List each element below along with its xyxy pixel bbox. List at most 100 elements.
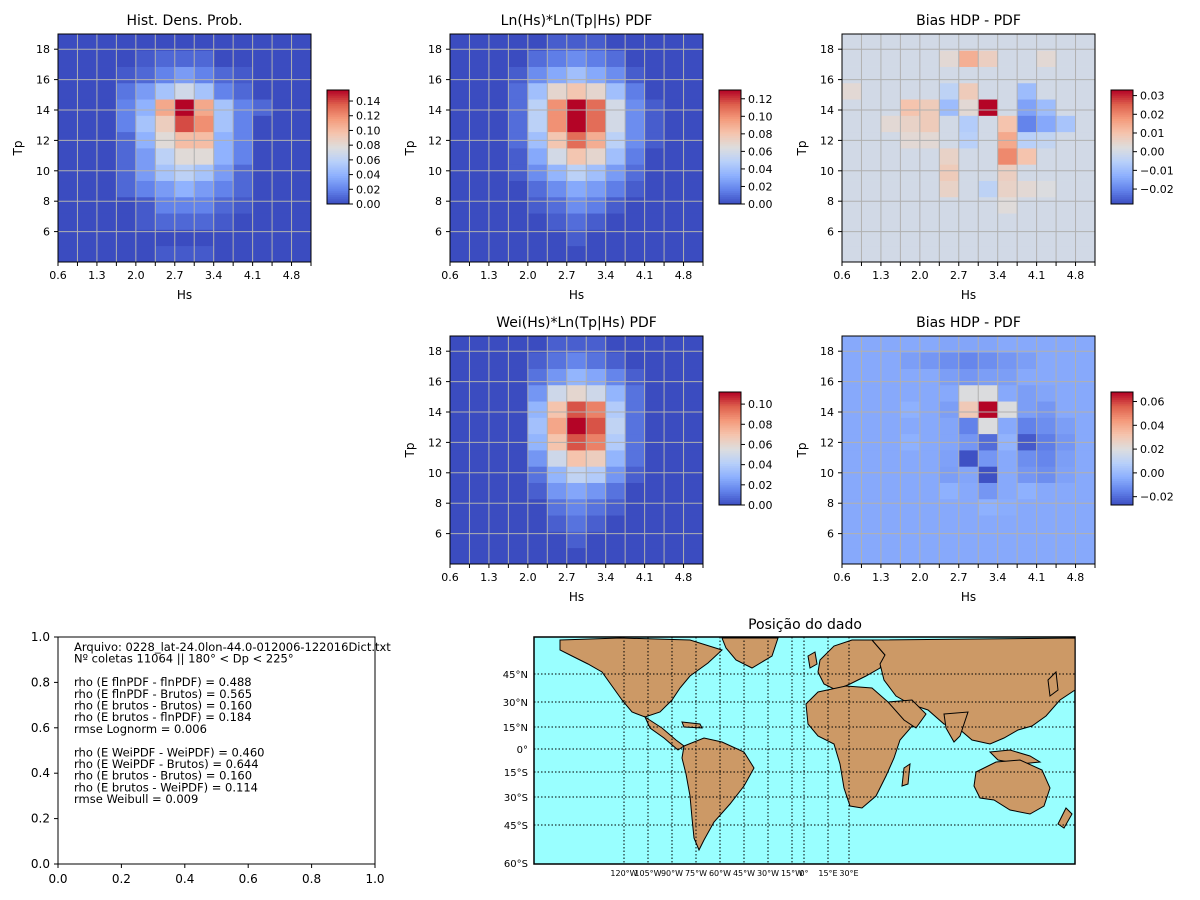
heatmap-cell — [450, 148, 470, 165]
heatmap-cell — [880, 245, 901, 263]
y-tick-label: 14 — [36, 104, 50, 117]
heatmap-cell — [939, 164, 960, 181]
heatmap-cell — [997, 466, 1018, 483]
heatmap-cell — [605, 196, 626, 214]
heatmap-cell — [958, 196, 979, 214]
stats-line: rho (E brutos - flnPDF) = 0.184 — [74, 710, 252, 724]
heatmap-cell — [900, 384, 921, 402]
heatmap-cell — [1075, 66, 1096, 84]
heatmap-cell — [958, 336, 979, 353]
colorbar-segment — [1111, 116, 1133, 119]
colorbar-segment — [719, 448, 741, 451]
heatmap-cell — [508, 384, 529, 402]
heatmap-cell — [683, 368, 704, 386]
colorbar-segment — [1111, 120, 1133, 123]
colorbar-segment — [1111, 126, 1133, 129]
heatmap-cell — [566, 180, 587, 198]
land-africa — [805, 685, 915, 809]
heatmap-cell — [958, 482, 979, 500]
colorbar-segment — [719, 160, 741, 163]
x-tick-label: 4.8 — [675, 571, 693, 584]
colorbar-segment — [327, 166, 349, 169]
colorbar-segment — [719, 179, 741, 182]
heatmap-cell — [213, 245, 234, 263]
colorbar-segment — [1111, 154, 1133, 157]
heatmap-cell — [939, 245, 960, 263]
heatmap-cell — [939, 531, 960, 549]
heatmap-cell — [1056, 336, 1076, 353]
heatmap-cell — [252, 99, 273, 116]
heatmap-cell — [664, 50, 684, 67]
panel-title: Wei(Hs)*Ln(Tp|Hs) PDF — [496, 315, 657, 331]
heatmap-cell — [997, 99, 1018, 116]
heatmap-cell — [96, 213, 117, 230]
colorbar-tick-label: 0.10 — [748, 110, 773, 123]
colorbar-tick-label: 0.06 — [1140, 396, 1165, 409]
heatmap-cell — [508, 164, 529, 181]
colorbar-segment — [327, 141, 349, 144]
heatmap-cell — [664, 213, 684, 230]
x-tick-label: 4.8 — [1067, 571, 1085, 584]
heatmap-cell — [625, 99, 646, 116]
heatmap-cell — [1036, 115, 1057, 133]
heatmap-cell — [978, 115, 999, 133]
map-lon-label: 15°W — [781, 869, 803, 878]
heatmap-cell — [1036, 50, 1057, 67]
heatmap-cell — [213, 180, 234, 198]
heatmap-cell — [644, 229, 665, 247]
heatmap-cell — [155, 115, 176, 133]
heatmap-cell — [1017, 99, 1038, 116]
heatmap-cell — [1017, 547, 1038, 565]
heatmap-cell — [683, 547, 704, 565]
colorbar-tick-label: 0.08 — [748, 418, 773, 431]
y-tick-label: 14 — [428, 406, 442, 419]
heatmap-cell — [1075, 368, 1096, 386]
heatmap-cell — [939, 368, 960, 386]
heatmap-cell — [213, 99, 234, 116]
heatmap-cell — [644, 401, 665, 418]
heatmap-cell — [625, 148, 646, 165]
colorbar-tick-label: 0.12 — [356, 110, 381, 123]
colorbar-segment — [1111, 109, 1133, 112]
colorbar-segment — [1111, 469, 1133, 472]
colorbar-segment — [719, 418, 741, 421]
heatmap-cell — [96, 66, 117, 84]
colorbar-segment — [719, 501, 741, 504]
colorbar-segment — [719, 118, 741, 121]
colorbar-frame — [718, 391, 742, 506]
heatmap-cell — [978, 368, 999, 386]
colorbar-segment — [1111, 202, 1133, 205]
y-axis-label: Tp — [795, 141, 809, 157]
heatmap-cell — [997, 115, 1018, 133]
heatmap-cell — [566, 417, 587, 435]
heatmap-cell — [664, 466, 684, 483]
colorbar-segment — [327, 175, 349, 178]
heatmap-cell — [644, 82, 665, 100]
heatmap-cell — [978, 384, 999, 402]
map-lon-label: 120°W — [610, 869, 637, 878]
x-tick-label: 2.7 — [558, 571, 576, 584]
heatmap-cell — [586, 213, 607, 230]
heatmap-cell — [213, 34, 234, 51]
heatmap-cell — [644, 384, 665, 402]
heatmap-cell — [683, 498, 704, 516]
heatmap-cell — [861, 229, 882, 247]
heatmap-cell — [96, 99, 117, 116]
colorbar-frame — [326, 89, 350, 205]
colorbar-segment — [719, 399, 741, 402]
heatmap-cell — [58, 164, 78, 181]
heatmap-cell — [861, 196, 882, 214]
heatmap-cell — [508, 531, 529, 549]
colorbar-segment — [719, 145, 741, 148]
heatmap-cell — [155, 229, 176, 247]
heatmap-cell — [880, 180, 901, 198]
colorbar-segment — [1111, 465, 1133, 468]
heatmap-cell — [958, 99, 979, 116]
y-tick-label: 12 — [36, 134, 50, 147]
heatmap-cell — [605, 368, 626, 386]
colorbar-segment — [719, 101, 741, 104]
colorbar-segment — [719, 188, 741, 192]
heatmap-cell — [174, 196, 195, 214]
heatmap-cell — [135, 82, 156, 100]
heatmap-cell — [96, 180, 117, 198]
